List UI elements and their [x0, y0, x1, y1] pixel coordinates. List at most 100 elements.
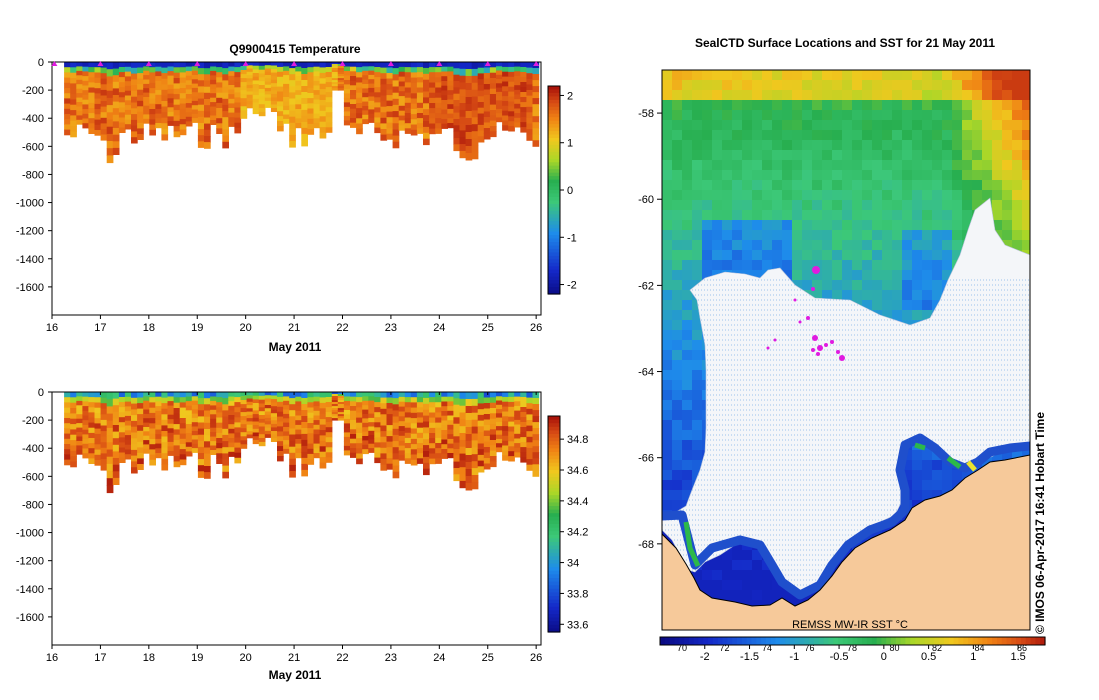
sst-cell: [912, 280, 923, 291]
colorbar-tick-label: 34.6: [567, 465, 588, 477]
section-cell: [526, 67, 534, 74]
sst-colorbar-swatch: [876, 637, 882, 645]
section-cell: [368, 409, 375, 414]
sst-cell: [962, 80, 973, 91]
section-cell: [410, 103, 418, 110]
section-cell: [502, 430, 509, 437]
section-cell: [386, 425, 394, 432]
section-cell: [228, 438, 235, 444]
sst-cell: [842, 280, 853, 291]
sst-cell: [842, 90, 853, 101]
section-cell: [465, 132, 473, 140]
section-cell: [465, 69, 473, 77]
sst-cell: [772, 80, 783, 91]
section-cell: [204, 92, 211, 100]
section-cell: [94, 88, 102, 94]
section-cell: [410, 459, 418, 466]
section-cell: [210, 93, 217, 99]
section-cell: [155, 429, 162, 435]
section-cell: [471, 392, 479, 400]
sst-cell: [752, 110, 763, 121]
section-cell: [137, 447, 144, 454]
sst-cell: [772, 230, 783, 241]
section-cell: [100, 106, 108, 113]
salinity-y-axis: 0-200-400-600-800-1000-1200-1400-1600: [16, 387, 52, 624]
section-cell: [173, 456, 181, 462]
sst-cell: [772, 70, 783, 81]
sst-colorbar-swatch: [756, 637, 762, 645]
sst-cell: [1012, 160, 1023, 171]
section-cell: [70, 104, 77, 111]
section-cell: [240, 420, 248, 425]
section-cell: [325, 437, 333, 443]
section-cell: [161, 84, 169, 91]
section-cell: [173, 83, 181, 90]
sst-cell: [1012, 220, 1023, 231]
sst-cell: [762, 250, 773, 261]
section-cell: [106, 406, 114, 415]
section-cell: [337, 76, 345, 79]
sst-cell: [692, 80, 703, 91]
section-cell: [277, 421, 284, 427]
section-cell: [374, 417, 381, 423]
sst-cell: [932, 250, 943, 261]
section-cell: [228, 424, 235, 430]
section-cell: [137, 128, 144, 135]
sst-cell: [932, 70, 943, 81]
section-cell: [319, 435, 327, 442]
section-cell: [64, 397, 71, 403]
section-cell: [131, 415, 138, 422]
sst-cell: [962, 110, 973, 121]
section-cell: [143, 83, 150, 89]
section-cell: [258, 85, 266, 90]
section-cell: [185, 62, 193, 68]
sst-cell: [732, 70, 743, 81]
section-cell: [106, 435, 114, 443]
section-cell: [459, 75, 467, 83]
sst-cell: [892, 280, 903, 291]
sst-cell: [732, 550, 743, 561]
sst-cell: [682, 160, 693, 171]
section-cell: [277, 446, 284, 452]
sst-cell: [1012, 120, 1023, 131]
section-cell: [502, 71, 509, 78]
section-cell: [264, 94, 272, 99]
sst-cell: [722, 110, 733, 121]
section-cell: [447, 392, 454, 398]
section-cell: [429, 123, 436, 130]
section-cell: [502, 76, 509, 82]
colorbar-swatch: [548, 242, 560, 247]
sst-cell: [962, 220, 973, 231]
sst-cell: [802, 130, 813, 141]
sst-cell: [952, 210, 963, 221]
sst-cell: [1022, 80, 1030, 91]
section-cell: [222, 141, 229, 149]
section-cell: [398, 445, 406, 451]
section-cell: [228, 392, 235, 398]
section-cell: [356, 92, 363, 99]
section-cell: [520, 112, 527, 118]
section-cell: [155, 99, 162, 105]
sst-cell: [892, 70, 903, 81]
sst-cell: [872, 220, 883, 231]
section-cell: [204, 117, 211, 125]
section-cell: [131, 426, 138, 433]
section-cell: [270, 406, 278, 411]
sst-cell: [682, 70, 693, 81]
section-cell: [435, 412, 442, 418]
section-cell: [289, 404, 296, 411]
section-cell: [398, 416, 406, 422]
y-tick-label: -1600: [16, 282, 44, 294]
section-cell: [453, 138, 461, 145]
colorbar-swatch: [548, 430, 560, 435]
section-cell: [106, 112, 114, 120]
section-cell: [380, 95, 388, 102]
section-cell: [313, 123, 321, 129]
section-cell: [496, 83, 503, 89]
section-cell: [429, 108, 436, 114]
section-cell: [82, 104, 90, 110]
sst-cell: [662, 80, 673, 91]
section-cell: [477, 426, 485, 433]
lat-tick-label: -68: [638, 539, 654, 551]
section-cell: [70, 392, 77, 398]
